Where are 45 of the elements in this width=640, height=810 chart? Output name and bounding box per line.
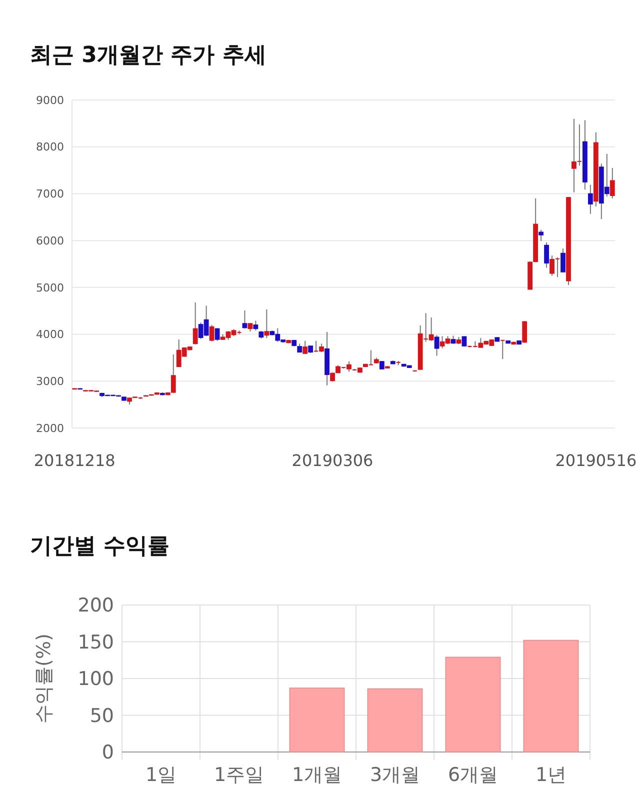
- x-tick-label: 20181218: [34, 451, 116, 470]
- y-tick-label: 6000: [36, 234, 64, 248]
- y-tick-label: 8000: [36, 140, 64, 154]
- chart-title: 최근 3개월간 주가 추세: [30, 43, 266, 68]
- candlestick: [192, 302, 198, 346]
- y-tick-label: 200: [78, 594, 114, 617]
- candlestick: [209, 324, 214, 342]
- y-tick-label: 4000: [36, 328, 64, 342]
- bar: [445, 656, 501, 752]
- candlestick: [538, 229, 544, 242]
- y-tick-label: 150: [78, 631, 114, 654]
- y-tick-label: 5000: [36, 281, 64, 294]
- x-tick-label: 3개월: [370, 764, 420, 786]
- bar: [289, 688, 345, 752]
- candlestick: [500, 339, 505, 360]
- candlestick: [302, 340, 308, 354]
- candlestick: [434, 334, 440, 356]
- candlestick: [588, 184, 593, 214]
- x-tick-label: 1개월: [292, 764, 342, 786]
- y-axis-title: 수익률(%): [33, 634, 55, 724]
- candlestick: [544, 242, 549, 268]
- bar: [367, 688, 423, 752]
- candlestick: [242, 310, 248, 330]
- candlestick: [253, 320, 258, 332]
- x-tick-label: 6개월: [448, 764, 498, 786]
- x-tick-label: 1년: [535, 764, 567, 786]
- y-tick-label: 2000: [36, 422, 64, 435]
- x-tick-label: 1일: [145, 764, 177, 786]
- y-tick-label: 100: [78, 668, 114, 690]
- y-tick-label: 7000: [36, 188, 64, 201]
- y-tick-label: 50: [90, 704, 114, 727]
- candlestick: [522, 320, 528, 344]
- chart-title: 기간별 수익률: [30, 534, 170, 559]
- candlestick: [214, 328, 220, 342]
- candlestick: [264, 308, 270, 339]
- y-tick-label: 9000: [36, 94, 64, 107]
- x-tick-label: 20190516: [555, 451, 637, 470]
- candlestick: [610, 167, 615, 199]
- x-tick-label: 20190306: [292, 451, 374, 470]
- bar: [523, 640, 579, 752]
- candlestick: [560, 248, 566, 273]
- y-tick-label: 0: [102, 742, 114, 764]
- x-tick-label: 1주일: [214, 764, 264, 786]
- y-tick-label: 3000: [36, 374, 64, 388]
- candlestick: [462, 336, 467, 347]
